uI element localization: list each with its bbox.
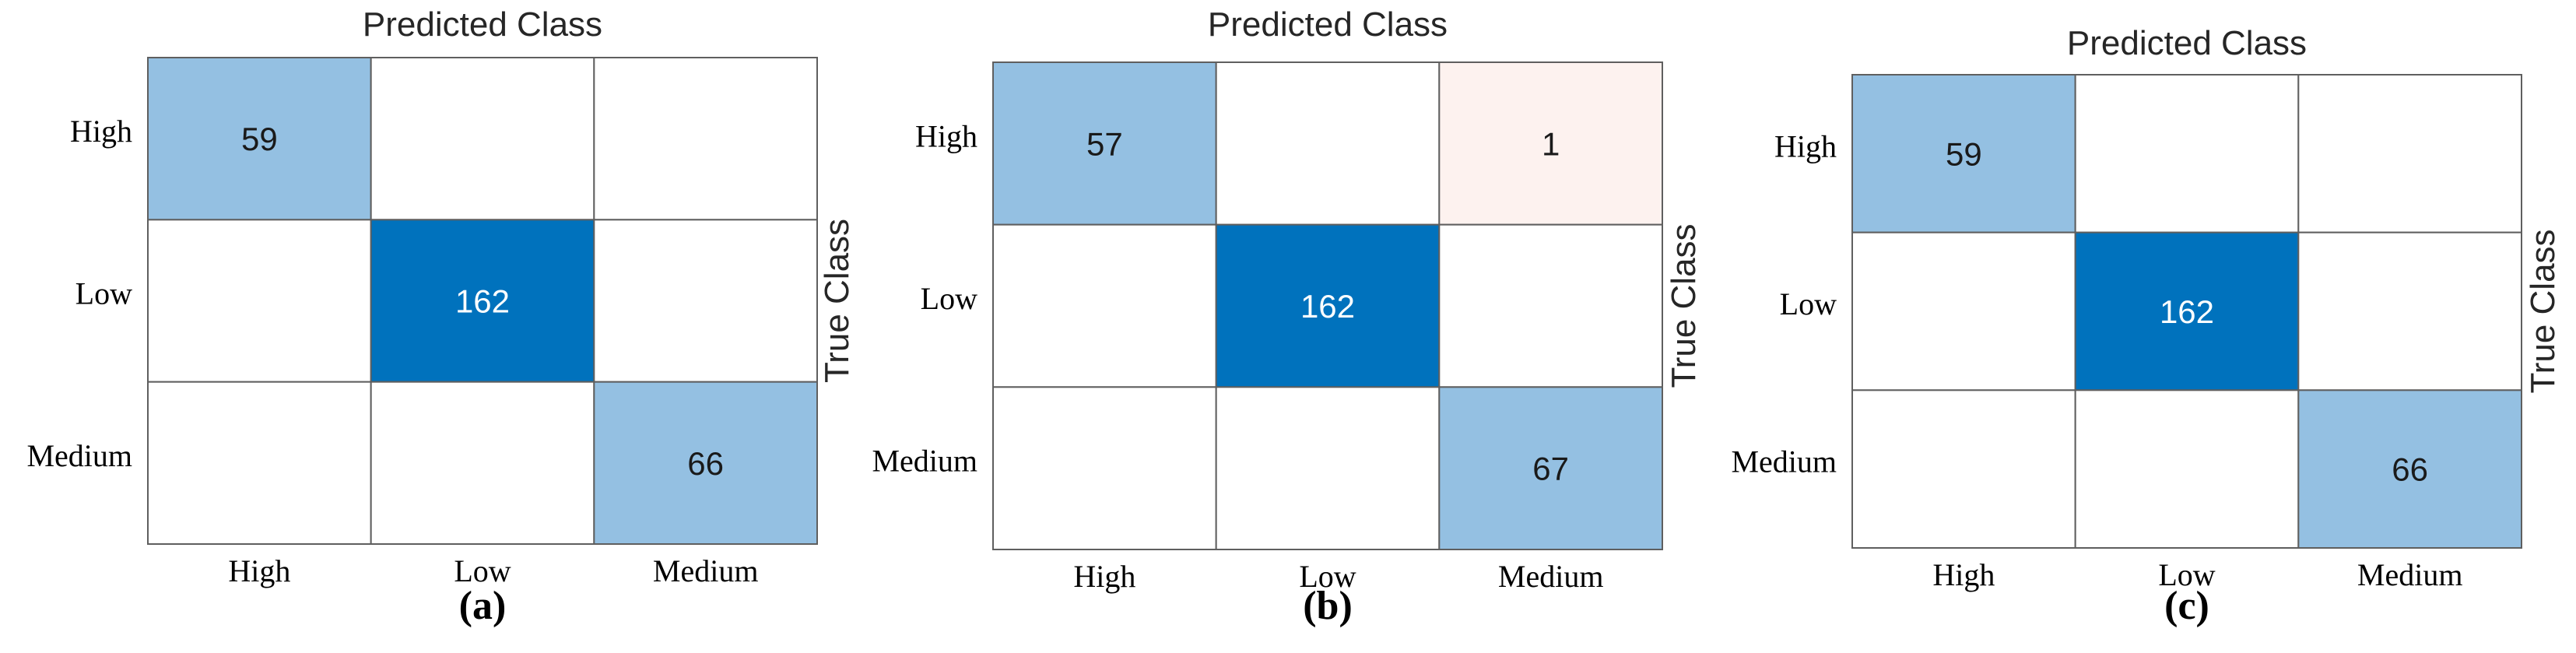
cell-value: 59 (1946, 135, 1982, 172)
matrix-cell (2074, 389, 2300, 549)
confusion-matrix-a: 59 162 66 Predicted Class High Low Medium High L… (26, 5, 856, 628)
matrix-cell (992, 61, 1217, 226)
matrix-cell (2074, 74, 2300, 233)
y-tick-label: High (915, 118, 977, 153)
y-tick-label: Low (75, 276, 132, 311)
matrix-cell (2297, 231, 2522, 391)
cell-value: 67 (1532, 451, 1569, 487)
confusion-matrix-c: 59 162 66 Predicted Class High Low Medium High L… (1731, 24, 2562, 628)
matrix-cell (2297, 389, 2522, 549)
matrix-cell (1438, 223, 1664, 388)
y-tick-label: High (1774, 128, 1837, 163)
panel-caption: (b) (1303, 584, 1353, 628)
cell-value: 162 (1300, 288, 1355, 325)
cell-value: 162 (455, 283, 510, 320)
y-axis-label: True Class (818, 219, 856, 383)
x-tick-label: High (228, 553, 290, 588)
x-tick-label: Medium (2357, 557, 2463, 592)
matrix-cell (992, 223, 1217, 388)
matrix-cell (147, 219, 372, 383)
y-axis-label: True Class (1665, 223, 1703, 388)
cell-value: 66 (687, 445, 724, 482)
y-tick-label: Low (1780, 286, 1837, 321)
matrix-cell (2297, 74, 2522, 233)
cell-value: 1 (1542, 125, 1560, 162)
matrix-cell (1851, 231, 2076, 391)
matrix-cell (593, 57, 818, 221)
cell-value: 59 (241, 121, 278, 157)
matrix-cell (1215, 386, 1441, 551)
matrix-cell (1851, 74, 2076, 233)
cell-value: 162 (2160, 293, 2214, 330)
chart-title: Predicted Class (2067, 24, 2307, 62)
y-tick-label: Medium (26, 438, 132, 473)
x-tick-label: High (1932, 557, 1995, 592)
matrix-cell (992, 386, 1217, 551)
x-tick-label: Low (2158, 557, 2215, 592)
matrix-cell (147, 381, 372, 545)
cell-value: 57 (1086, 125, 1123, 162)
confusion-matrix-b: 57 1 162 67 Predicted Class High Low Medium High… (872, 5, 1703, 628)
matrix-cell (593, 381, 818, 545)
matrix-cell (1851, 389, 2076, 549)
y-tick-label: Low (921, 281, 977, 316)
matrix-cell (1438, 386, 1664, 551)
x-tick-label: High (1073, 559, 1135, 594)
x-tick-label: Medium (653, 553, 759, 588)
x-tick-label: Medium (1498, 559, 1604, 594)
y-tick-label: Medium (1731, 444, 1837, 479)
matrix-cell (370, 381, 595, 545)
y-tick-label: High (70, 114, 132, 149)
cell-value: 66 (2392, 451, 2428, 488)
y-tick-label: Medium (872, 444, 977, 479)
matrix-cell (370, 57, 595, 221)
chart-title: Predicted Class (1208, 5, 1448, 44)
chart-title: Predicted Class (363, 5, 602, 44)
matrix-cell (147, 57, 372, 221)
y-axis-label: True Class (2524, 229, 2562, 393)
matrix-cell (1215, 61, 1441, 226)
matrix-cell (593, 219, 818, 383)
matrix-cell (370, 219, 595, 383)
x-tick-label: Low (1299, 559, 1356, 594)
panel-caption: (a) (459, 584, 507, 628)
panel-caption: (c) (2164, 584, 2209, 628)
x-tick-label: Low (454, 553, 511, 588)
